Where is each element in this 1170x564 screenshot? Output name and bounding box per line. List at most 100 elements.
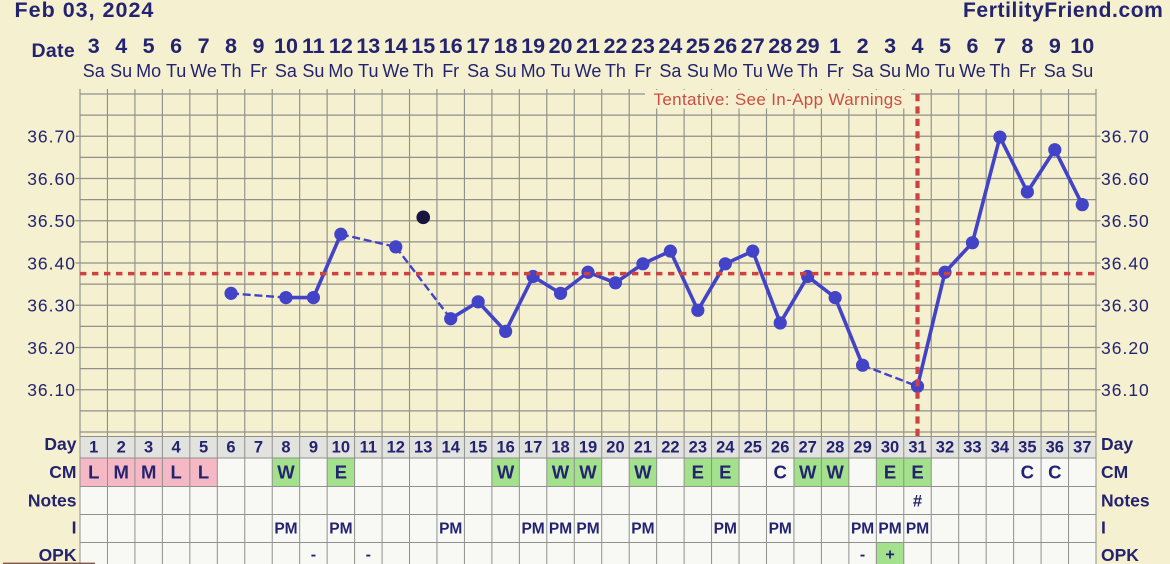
svg-text:C: C	[1021, 461, 1034, 482]
svg-text:4: 4	[172, 438, 182, 456]
svg-text:PM: PM	[549, 520, 572, 537]
svg-text:8: 8	[281, 438, 290, 456]
svg-text:20: 20	[606, 438, 624, 456]
svg-text:26: 26	[713, 34, 737, 58]
svg-text:Mo: Mo	[905, 61, 930, 81]
svg-text:E: E	[692, 461, 704, 482]
svg-text:E: E	[719, 461, 731, 482]
svg-text:27: 27	[799, 438, 817, 456]
svg-text:Fr: Fr	[250, 61, 267, 81]
svg-text:9: 9	[1049, 34, 1061, 58]
svg-text:17: 17	[466, 34, 490, 58]
svg-text:4: 4	[115, 34, 127, 58]
svg-text:3: 3	[88, 34, 100, 58]
svg-text:Th: Th	[221, 61, 242, 81]
svg-text:Sa: Sa	[659, 61, 682, 81]
svg-text:C: C	[1048, 461, 1061, 482]
svg-text:11: 11	[302, 34, 325, 58]
svg-text:5: 5	[199, 438, 208, 456]
svg-text:25: 25	[744, 438, 762, 456]
svg-text:16: 16	[439, 34, 463, 58]
svg-text:8: 8	[1021, 34, 1033, 58]
svg-text:14: 14	[384, 34, 408, 58]
svg-text:36.40: 36.40	[27, 253, 76, 273]
svg-text:W: W	[497, 461, 515, 482]
svg-text:Sa: Sa	[83, 61, 106, 81]
svg-text:9: 9	[309, 438, 318, 456]
svg-text:FertilityFriend.com: FertilityFriend.com	[963, 0, 1163, 22]
svg-text:15: 15	[411, 34, 435, 58]
svg-text:PM: PM	[274, 520, 297, 537]
svg-text:Feb 03, 2024: Feb 03, 2024	[15, 0, 155, 22]
svg-text:Date: Date	[32, 40, 75, 62]
svg-text:Sa: Sa	[852, 61, 875, 81]
svg-text:5: 5	[143, 34, 155, 58]
svg-text:-: -	[860, 547, 865, 564]
svg-text:PM: PM	[769, 520, 792, 537]
svg-text:36.50: 36.50	[27, 211, 76, 231]
svg-text:36.60: 36.60	[27, 169, 76, 189]
svg-text:2: 2	[857, 34, 869, 58]
svg-text:OPK: OPK	[1101, 545, 1139, 564]
svg-text:13: 13	[356, 34, 380, 58]
svg-text:PM: PM	[878, 520, 901, 537]
svg-text:+: +	[885, 547, 894, 564]
svg-text:33: 33	[963, 438, 981, 456]
svg-text:20: 20	[549, 34, 573, 58]
svg-text:Notes: Notes	[1101, 490, 1150, 510]
svg-text:4: 4	[912, 34, 924, 58]
svg-text:I: I	[1101, 518, 1106, 538]
svg-text:PM: PM	[851, 520, 874, 537]
svg-text:7: 7	[994, 34, 1006, 58]
svg-text:19: 19	[521, 34, 545, 58]
svg-text:26: 26	[771, 438, 789, 456]
svg-text:12: 12	[329, 34, 353, 58]
svg-text:18: 18	[494, 34, 518, 58]
svg-text:29: 29	[796, 34, 820, 58]
svg-text:Th: Th	[413, 61, 434, 81]
svg-text:Tu: Tu	[550, 61, 570, 81]
svg-text:W: W	[579, 461, 597, 482]
svg-text:Mo: Mo	[713, 61, 738, 81]
svg-text:Su: Su	[879, 61, 901, 81]
svg-text:Sa: Sa	[1044, 61, 1067, 81]
svg-text:10: 10	[1070, 34, 1094, 58]
svg-text:19: 19	[579, 438, 597, 456]
svg-text:M: M	[113, 461, 128, 482]
svg-text:CM: CM	[49, 462, 76, 482]
svg-text:Su: Su	[302, 61, 324, 81]
svg-text:#: #	[913, 492, 922, 510]
svg-text:E: E	[911, 461, 923, 482]
svg-text:2: 2	[117, 438, 126, 456]
svg-text:E: E	[335, 461, 347, 482]
svg-text:PM: PM	[329, 520, 352, 537]
svg-text:Mo: Mo	[136, 61, 161, 81]
svg-text:28: 28	[826, 438, 844, 456]
svg-text:17: 17	[524, 438, 542, 456]
svg-text:6: 6	[966, 34, 978, 58]
svg-text:23: 23	[689, 438, 707, 456]
svg-text:E: E	[884, 461, 896, 482]
svg-text:Tentative: See In-App Warnings: Tentative: See In-App Warnings	[654, 90, 903, 109]
svg-text:W: W	[826, 461, 844, 482]
svg-text:31: 31	[908, 438, 926, 456]
svg-text:22: 22	[661, 438, 679, 456]
svg-text:Day: Day	[1101, 434, 1133, 454]
svg-text:We: We	[767, 61, 794, 81]
svg-text:PM: PM	[906, 520, 929, 537]
svg-text:9: 9	[253, 34, 265, 58]
svg-text:Tu: Tu	[166, 61, 186, 81]
svg-text:Tu: Tu	[935, 61, 955, 81]
svg-text:18: 18	[551, 438, 569, 456]
svg-text:Day: Day	[44, 434, 76, 454]
svg-text:CM: CM	[1101, 462, 1128, 482]
svg-text:5: 5	[939, 34, 951, 58]
svg-text:8: 8	[225, 34, 237, 58]
svg-text:1: 1	[829, 34, 841, 58]
svg-text:13: 13	[414, 438, 432, 456]
svg-text:21: 21	[634, 438, 652, 456]
svg-text:23: 23	[631, 34, 655, 58]
svg-text:Su: Su	[1071, 61, 1093, 81]
svg-text:30: 30	[881, 438, 899, 456]
svg-text:14: 14	[442, 438, 461, 456]
